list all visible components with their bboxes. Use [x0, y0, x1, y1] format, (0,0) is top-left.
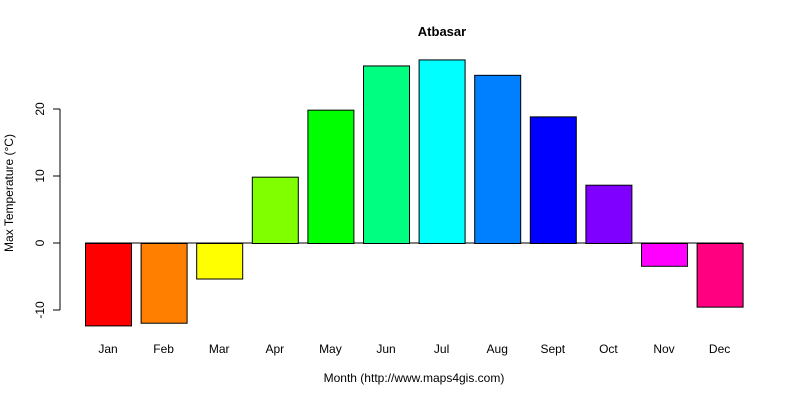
- x-tick-label-aug: Aug: [487, 342, 508, 356]
- bar-oct: [585, 184, 633, 245]
- bar-dec: [696, 243, 744, 308]
- x-tick-label-oct: Oct: [599, 342, 618, 356]
- chart-title: Atbasar: [418, 24, 466, 39]
- x-tick-label-apr: Apr: [265, 342, 284, 356]
- bar-apr: [251, 176, 299, 244]
- bar-jul: [418, 59, 466, 244]
- y-axis: -10 0 10 20: [33, 102, 61, 319]
- y-tick-label: 20: [33, 102, 47, 116]
- bar-sept: [529, 116, 577, 244]
- x-tick-label-nov: Nov: [653, 342, 674, 356]
- x-tick-label-jul: Jul: [434, 342, 449, 356]
- y-tick-label: 0: [33, 239, 47, 246]
- bar-nov: [641, 243, 688, 267]
- x-tick-label-dec: Dec: [709, 342, 730, 356]
- y-tick-label: -10: [33, 301, 47, 319]
- bar-feb: [140, 243, 188, 324]
- bar-aug: [474, 74, 522, 244]
- y-tick-label: 10: [33, 169, 47, 183]
- x-axis-label: Month (http://www.maps4gis.com): [324, 371, 505, 385]
- y-axis-label: Max Temperature (°C): [2, 134, 16, 252]
- x-tick-label-sept: Sept: [540, 342, 565, 356]
- bar-mar: [196, 243, 244, 280]
- bars: [85, 59, 744, 327]
- x-tick-label-feb: Feb: [153, 342, 174, 356]
- x-tick-label-jan: Jan: [98, 342, 117, 356]
- x-tick-label-may: May: [319, 342, 342, 356]
- x-tick-labels: Jan Feb Mar Apr May Jun Jul Aug Sept Oct Nov Dec: [98, 342, 730, 356]
- x-tick-label-mar: Mar: [209, 342, 230, 356]
- bar-may: [307, 109, 355, 244]
- x-tick-label-jun: Jun: [376, 342, 395, 356]
- bar-jun: [363, 65, 410, 244]
- bar-jan: [85, 243, 132, 327]
